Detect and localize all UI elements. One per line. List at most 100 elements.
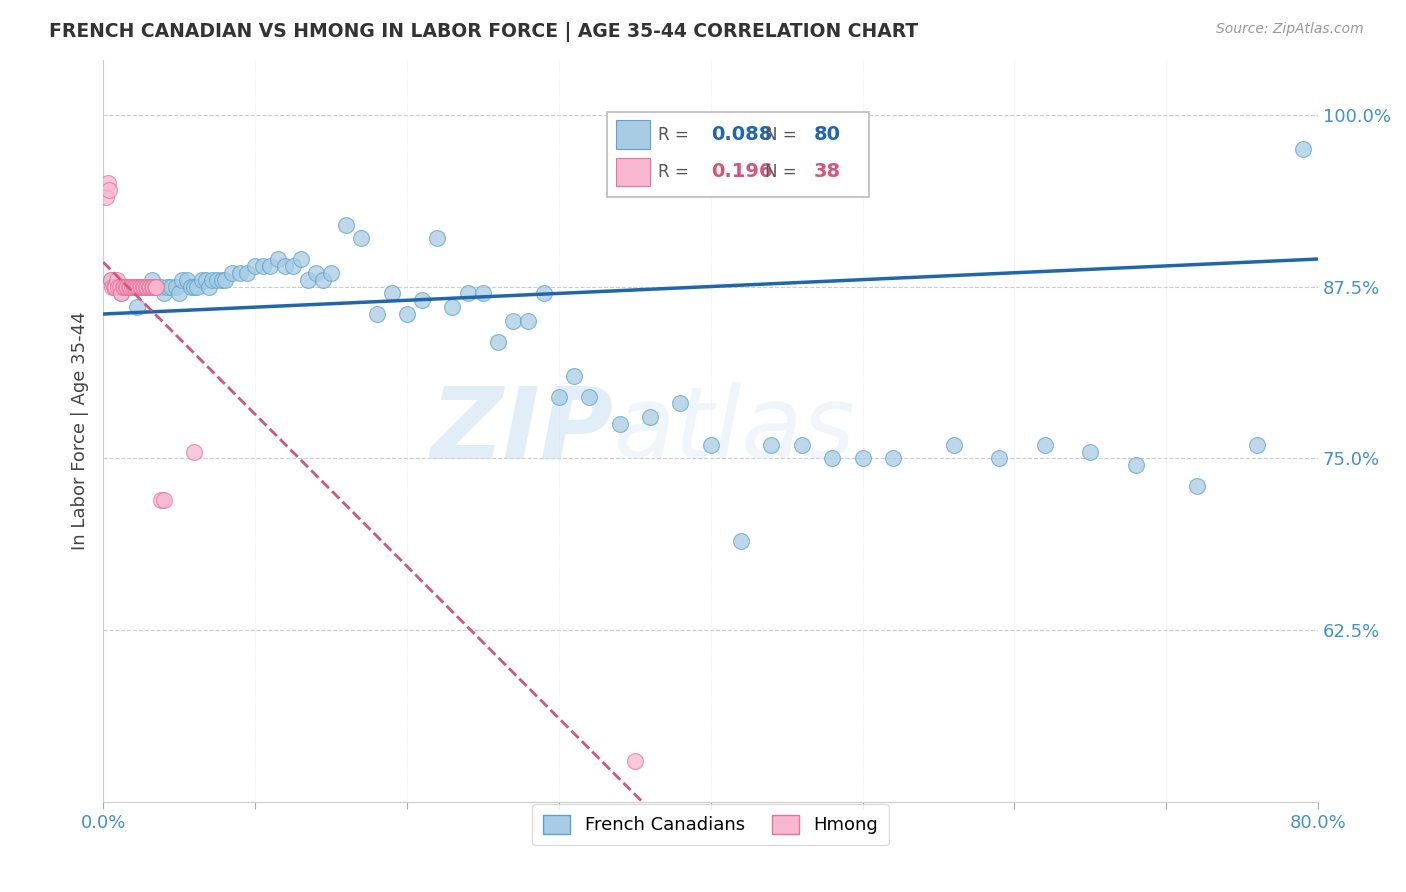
Point [1246, 438, 1268, 452]
Point [457, 286, 479, 301]
Point [131, 279, 153, 293]
Point [623, 754, 645, 768]
Point [205, 273, 228, 287]
Text: 0.196: 0.196 [710, 162, 772, 181]
Text: R =: R = [658, 126, 689, 144]
Point [243, 259, 266, 273]
Point [135, 279, 157, 293]
Point [125, 300, 148, 314]
Point [274, 259, 297, 273]
Point [153, 492, 176, 507]
Point [578, 390, 600, 404]
Point [1033, 438, 1056, 452]
Point [108, 279, 131, 293]
Point [730, 533, 752, 548]
Text: N =: N = [765, 162, 797, 181]
Text: Source: ZipAtlas.com: Source: ZipAtlas.com [1216, 22, 1364, 37]
Point [988, 451, 1011, 466]
Point [297, 273, 319, 287]
Point [851, 451, 873, 466]
Point [761, 438, 783, 452]
Point [138, 279, 160, 293]
Point [138, 279, 160, 293]
Point [547, 390, 569, 404]
Point [395, 307, 418, 321]
Point [97, 177, 120, 191]
Point [136, 279, 159, 293]
Point [149, 492, 172, 507]
Point [305, 266, 328, 280]
Point [107, 279, 129, 293]
Point [160, 279, 183, 293]
Point [533, 286, 555, 301]
Point [115, 279, 138, 293]
Point [180, 279, 202, 293]
Point [366, 307, 388, 321]
Point [100, 273, 122, 287]
Point [214, 273, 236, 287]
Point [350, 231, 373, 245]
Point [441, 300, 464, 314]
Point [201, 273, 224, 287]
Point [638, 410, 661, 425]
Point [562, 368, 585, 383]
Point [98, 183, 121, 197]
Text: R =: R = [658, 162, 689, 181]
Point [699, 438, 721, 452]
Point [942, 438, 965, 452]
Point [122, 279, 145, 293]
Point [211, 273, 233, 287]
Y-axis label: In Labor Force | Age 35-44: In Labor Force | Age 35-44 [72, 311, 89, 550]
Point [335, 218, 357, 232]
Point [104, 279, 127, 293]
Point [609, 417, 631, 431]
Point [117, 279, 139, 293]
Point [110, 286, 132, 301]
Point [153, 286, 176, 301]
Point [111, 279, 134, 293]
Point [143, 279, 166, 293]
Point [124, 279, 146, 293]
Point [135, 279, 157, 293]
Point [165, 279, 187, 293]
Point [121, 279, 143, 293]
Point [176, 273, 198, 287]
Point [96, 190, 118, 204]
Point [156, 279, 179, 293]
Text: atlas: atlas [613, 383, 855, 479]
Point [319, 266, 342, 280]
Point [502, 314, 524, 328]
Point [236, 266, 259, 280]
Point [134, 279, 156, 293]
Point [191, 273, 214, 287]
Point [486, 334, 509, 349]
Point [100, 273, 122, 287]
Text: 38: 38 [814, 162, 841, 181]
Point [118, 279, 141, 293]
Point [426, 231, 449, 245]
Point [141, 279, 163, 293]
Point [1125, 458, 1147, 473]
Point [145, 279, 167, 293]
Legend: French Canadians, Hmong: French Canadians, Hmong [533, 805, 889, 846]
Point [471, 286, 494, 301]
Point [267, 252, 290, 266]
Point [127, 279, 149, 293]
Point [517, 314, 540, 328]
Point [229, 266, 252, 280]
Point [281, 259, 304, 273]
Point [312, 273, 335, 287]
Point [122, 279, 145, 293]
Point [790, 438, 813, 452]
Point [128, 279, 150, 293]
Point [112, 279, 135, 293]
Point [1185, 479, 1208, 493]
Text: 80: 80 [814, 125, 841, 145]
Point [110, 286, 132, 301]
Text: ZIP: ZIP [430, 383, 613, 479]
Point [821, 451, 844, 466]
Point [252, 259, 274, 273]
Point [103, 279, 125, 293]
Point [129, 279, 152, 293]
Point [882, 451, 904, 466]
